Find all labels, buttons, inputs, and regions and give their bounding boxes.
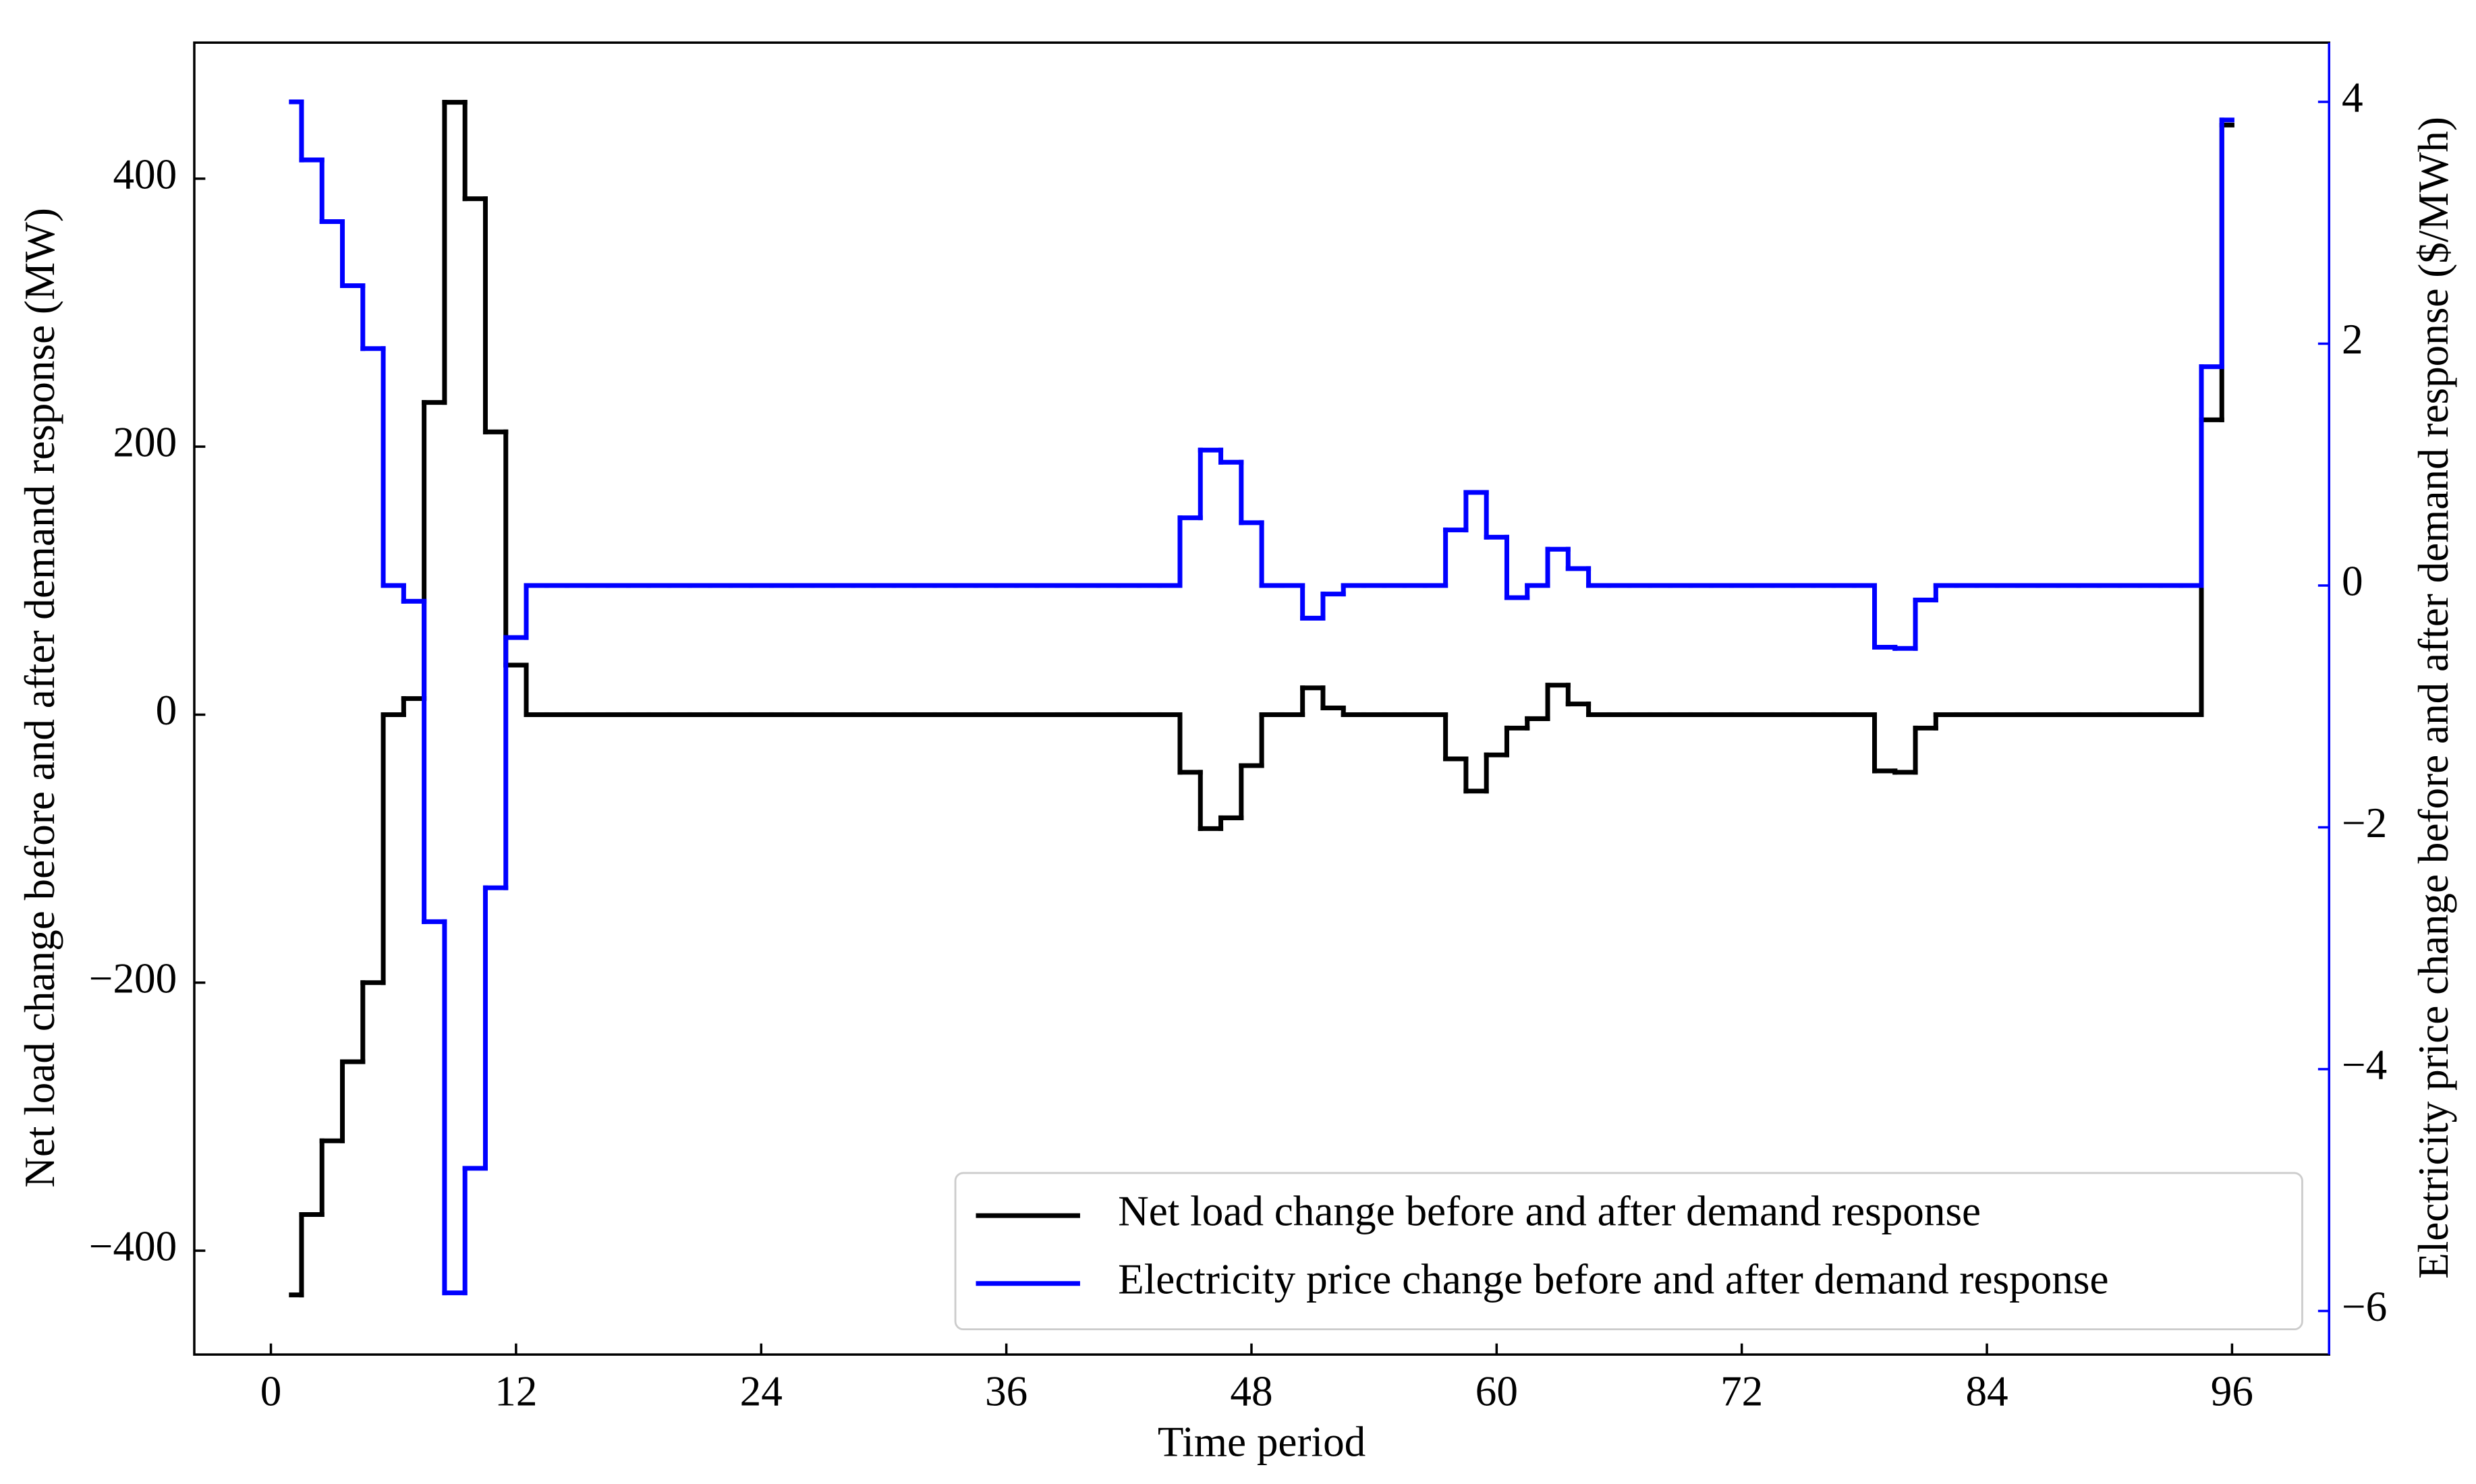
x-tick-label: 0 [260, 1367, 282, 1415]
x-tick-label: 24 [740, 1367, 783, 1415]
y2-tick-label: 4 [2342, 74, 2363, 121]
y-tick-label: −400 [89, 1223, 177, 1270]
y-tick-label: −200 [89, 954, 177, 1002]
y2-tick-label: −4 [2342, 1041, 2387, 1089]
legend-box [954, 1172, 2303, 1331]
y2-tick-label: 0 [2342, 558, 2363, 605]
x-tick-label: 36 [985, 1367, 1028, 1415]
y-tick-label: 200 [113, 419, 177, 466]
x-tick-label: 84 [1965, 1367, 2008, 1415]
x-tick-label: 60 [1475, 1367, 1518, 1415]
x-tick-label: 96 [2211, 1367, 2253, 1415]
legend-label: Net load change before and after demand … [1118, 1188, 1981, 1235]
x-tick-label: 72 [1720, 1367, 1763, 1415]
y-tick-label: 400 [113, 150, 177, 198]
x-tick-label: 48 [1230, 1367, 1272, 1415]
y2-axis-label: Electricity price change before and afte… [2410, 117, 2457, 1279]
x-tick-label: 12 [495, 1367, 537, 1415]
y-axis-label: Net load change before and after demand … [16, 208, 63, 1188]
plot-frame [193, 41, 2330, 1356]
legend-label: Electricity price change before and afte… [1118, 1255, 2108, 1303]
y2-tick-label: −6 [2342, 1283, 2387, 1330]
y-tick-label: 0 [156, 687, 177, 734]
x-axis-label: Time period [1158, 1418, 1366, 1465]
y2-tick-label: 2 [2342, 316, 2363, 363]
y2-tick-label: −2 [2342, 799, 2387, 847]
